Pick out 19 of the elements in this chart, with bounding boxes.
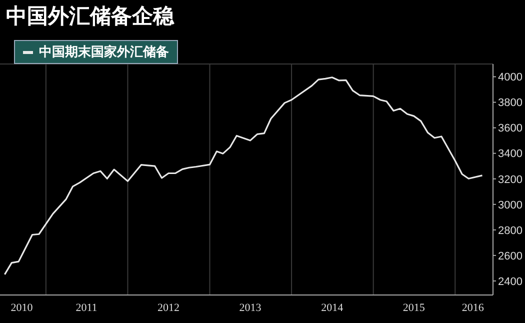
y-tick-label: 3800 xyxy=(498,97,522,110)
y-tick-label: 3200 xyxy=(498,174,522,186)
x-tick-label: 2016 xyxy=(462,302,484,314)
chart-title: 中国外汇储备企稳 xyxy=(6,3,174,30)
line-series xyxy=(4,76,484,276)
legend-label: 中国期末国家外汇储备 xyxy=(39,44,169,61)
y-tick-label: 3600 xyxy=(498,122,522,135)
x-tick-label: 2011 xyxy=(76,302,98,314)
x-tick-label: 2014 xyxy=(321,302,344,314)
x-tick-label: 2013 xyxy=(239,302,262,314)
y-tick-label: 3000 xyxy=(498,199,522,212)
y-tick-label: 4000 xyxy=(498,72,522,84)
y-tick-label: 2600 xyxy=(498,250,522,262)
y-tick-label: 3400 xyxy=(498,148,522,160)
x-tick-label: 2015 xyxy=(402,302,426,314)
x-tick-label: 2010 xyxy=(10,302,34,314)
x-tick-label: 2012 xyxy=(158,302,180,314)
y-tick-label: 2400 xyxy=(498,276,522,288)
y-tick-label: 2800 xyxy=(498,224,522,237)
